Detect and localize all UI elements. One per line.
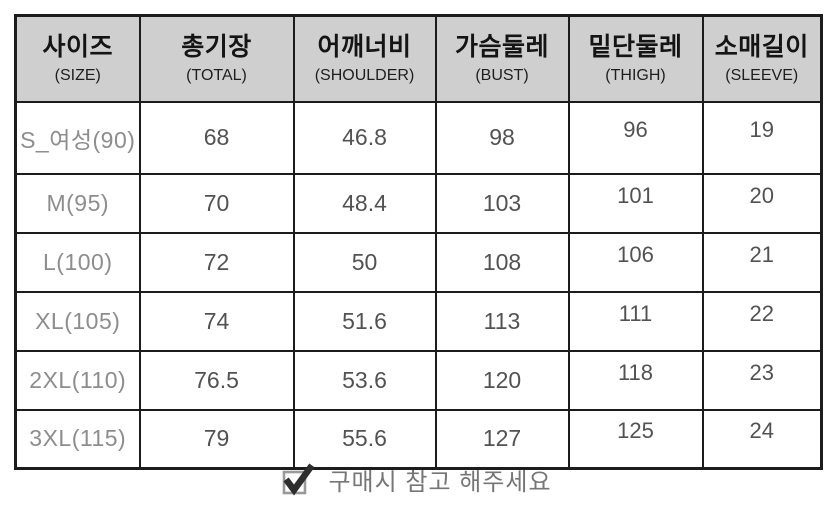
thigh-cell: 125 xyxy=(567,408,704,470)
column-header-en: (SLEEVE) xyxy=(725,67,799,85)
column-header-bust: 가슴둘레 (BUST) xyxy=(434,14,570,103)
thigh-cell: 96 xyxy=(567,100,704,175)
size-cell: 2XL(110) xyxy=(14,349,141,411)
column-header-ko: 소매길이 xyxy=(714,33,809,62)
column-header-en: (BUST) xyxy=(475,67,529,85)
size-cell: S_여성(90) xyxy=(14,100,141,175)
column-header-ko: 밑단둘레 xyxy=(588,33,683,62)
purchase-note-text: 구매시 참고 해주세요 xyxy=(328,469,552,496)
column-header-ko: 어깨너비 xyxy=(317,33,412,62)
column-header-en: (TOTAL) xyxy=(186,67,247,85)
sleeve-cell: 20 xyxy=(701,172,823,234)
column-header-size: 사이즈 (SIZE) xyxy=(14,14,141,103)
size-cell: M(95) xyxy=(14,172,141,234)
thigh-cell: 111 xyxy=(567,290,704,352)
table-row: L(100) 72 50 108 106 21 xyxy=(14,231,823,293)
purchase-note: 구매시 참고 해주세요 xyxy=(0,462,833,497)
column-header-sleeve: 소매길이 (SLEEVE) xyxy=(701,14,823,103)
table-row: 2XL(110) 76.5 53.6 120 118 23 xyxy=(14,349,823,411)
table-row: M(95) 70 48.4 103 101 20 xyxy=(14,172,823,234)
bust-cell: 113 xyxy=(434,290,570,352)
checkbox-checked-icon xyxy=(283,462,316,495)
table-row: 3XL(115) 79 55.6 127 125 24 xyxy=(14,408,823,470)
total-cell: 68 xyxy=(138,100,295,175)
total-cell: 70 xyxy=(138,172,295,234)
bust-cell: 98 xyxy=(434,100,570,175)
shoulder-cell: 51.6 xyxy=(292,290,437,352)
column-header-en: (SIZE) xyxy=(54,67,101,85)
size-cell: 3XL(115) xyxy=(14,408,141,470)
column-header-ko: 사이즈 xyxy=(42,33,113,62)
bust-cell: 103 xyxy=(434,172,570,234)
column-header-en: (THIGH) xyxy=(605,67,666,85)
shoulder-cell: 53.6 xyxy=(292,349,437,411)
size-cell: L(100) xyxy=(14,231,141,293)
sleeve-cell: 24 xyxy=(701,408,823,470)
shoulder-cell: 55.6 xyxy=(292,408,437,470)
sleeve-cell: 21 xyxy=(701,231,823,293)
column-header-ko: 가슴둘레 xyxy=(454,33,549,62)
table-row: S_여성(90) 68 46.8 98 96 19 xyxy=(14,100,823,175)
column-header-total: 총기장 (TOTAL) xyxy=(138,14,295,103)
total-cell: 79 xyxy=(138,408,295,470)
shoulder-cell: 48.4 xyxy=(292,172,437,234)
column-header-en: (SHOULDER) xyxy=(314,67,415,85)
shoulder-cell: 46.8 xyxy=(292,100,437,175)
thigh-cell: 101 xyxy=(567,172,704,234)
bust-cell: 127 xyxy=(434,408,570,470)
column-header-thigh: 밑단둘레 (THIGH) xyxy=(567,14,704,103)
total-cell: 72 xyxy=(138,231,295,293)
size-chart-table: 사이즈 (SIZE) 총기장 (TOTAL) 어깨너비 (SHOULDER) 가… xyxy=(14,14,823,470)
shoulder-cell: 50 xyxy=(292,231,437,293)
sleeve-cell: 23 xyxy=(701,349,823,411)
thigh-cell: 118 xyxy=(567,349,704,411)
size-cell: XL(105) xyxy=(14,290,141,352)
total-cell: 76.5 xyxy=(138,349,295,411)
bust-cell: 120 xyxy=(434,349,570,411)
sleeve-cell: 22 xyxy=(701,290,823,352)
total-cell: 74 xyxy=(138,290,295,352)
column-header-shoulder: 어깨너비 (SHOULDER) xyxy=(292,14,437,103)
sleeve-cell: 19 xyxy=(701,100,823,175)
table-row: XL(105) 74 51.6 113 111 22 xyxy=(14,290,823,352)
header-row: 사이즈 (SIZE) 총기장 (TOTAL) 어깨너비 (SHOULDER) 가… xyxy=(14,14,823,103)
column-header-ko: 총기장 xyxy=(181,33,252,62)
bust-cell: 108 xyxy=(434,231,570,293)
thigh-cell: 106 xyxy=(567,231,704,293)
